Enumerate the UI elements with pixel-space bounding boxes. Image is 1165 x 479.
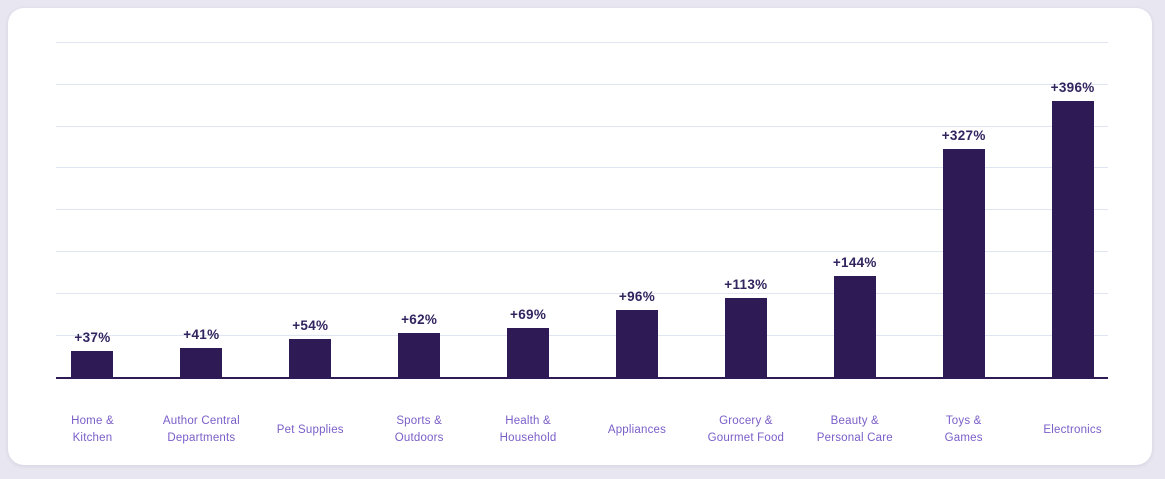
category-label-cell: Health & Household bbox=[474, 408, 583, 452]
bar-column: +96% bbox=[583, 42, 692, 377]
category-label: Author Central Departments bbox=[162, 415, 240, 444]
bar-value-label: +69% bbox=[510, 307, 547, 323]
category-label-cell: Grocery & Gourmet Food bbox=[691, 408, 800, 452]
x-axis-line bbox=[56, 376, 1108, 379]
gridline bbox=[56, 83, 1108, 85]
bar bbox=[180, 347, 223, 377]
bar bbox=[398, 333, 441, 377]
category-label-cell: Author Central Departments bbox=[147, 408, 256, 452]
category-label-cell: Pet Supplies bbox=[256, 408, 365, 452]
gridline bbox=[56, 125, 1108, 127]
category-label: Pet Supplies bbox=[276, 423, 344, 436]
gridline bbox=[56, 167, 1108, 169]
bar-value-label: +96% bbox=[618, 288, 656, 304]
bar-column: +37% bbox=[38, 42, 147, 377]
bar bbox=[833, 276, 876, 377]
category-axis-labels: Home & Kitchen Author Central Departments Pe… bbox=[38, 408, 1127, 452]
gridline bbox=[56, 42, 1108, 43]
bar-series: +37% +41% +54% +62% +69% +96% +113% +144% +327% +… bbox=[38, 42, 1127, 377]
bar bbox=[724, 297, 767, 377]
bar-value-label: +54% bbox=[292, 317, 329, 333]
category-label: Grocery & Gourmet Food bbox=[707, 415, 785, 444]
category-label: Electronics bbox=[1043, 423, 1102, 436]
gridline bbox=[56, 251, 1108, 253]
category-label-cell: Electronics bbox=[1018, 408, 1127, 452]
bar-value-label: +113% bbox=[724, 276, 768, 292]
category-label: Sports & Outdoors bbox=[394, 415, 444, 444]
bar bbox=[942, 148, 985, 377]
bar-value-label: +327% bbox=[941, 127, 986, 143]
bar bbox=[1051, 100, 1094, 377]
bar-value-label: +396% bbox=[1050, 79, 1095, 95]
bar-value-label: +62% bbox=[401, 312, 438, 328]
bar-column: +69% bbox=[474, 42, 583, 377]
bar-value-label: +41% bbox=[183, 326, 220, 342]
bar bbox=[507, 328, 550, 377]
category-label-cell: Sports & Outdoors bbox=[365, 408, 474, 452]
category-label-cell: Home & Kitchen bbox=[38, 408, 147, 452]
category-label: Health & Household bbox=[499, 415, 557, 444]
bar-column: +144% bbox=[800, 42, 909, 377]
category-label-cell: Beauty & Personal Care bbox=[800, 408, 909, 452]
gridline bbox=[56, 334, 1108, 336]
category-label: Home & Kitchen bbox=[71, 415, 114, 444]
category-label: Beauty & Personal Care bbox=[816, 415, 893, 444]
category-label-cell: Toys & Games bbox=[909, 408, 1018, 452]
bar-value-label: +37% bbox=[74, 329, 111, 345]
bar-value-label: +144% bbox=[832, 255, 877, 271]
category-label: Appliances bbox=[607, 423, 667, 436]
category-label: Toys & Games bbox=[944, 415, 983, 444]
category-label-cell: Appliances bbox=[583, 408, 692, 452]
bar bbox=[71, 350, 114, 377]
bar-column: +54% bbox=[256, 42, 365, 377]
bar-column: +396% bbox=[1018, 42, 1127, 377]
chart-card: +37% +41% +54% +62% +69% +96% +113% +144% +327% +… bbox=[8, 8, 1152, 465]
bar-column: +113% bbox=[691, 42, 800, 377]
bar-column: +41% bbox=[147, 42, 256, 377]
gridline bbox=[56, 209, 1108, 211]
bar bbox=[289, 338, 332, 377]
bar-column: +327% bbox=[909, 42, 1018, 377]
bar-column: +62% bbox=[365, 42, 474, 377]
gridline bbox=[56, 292, 1108, 294]
bar bbox=[615, 309, 658, 377]
